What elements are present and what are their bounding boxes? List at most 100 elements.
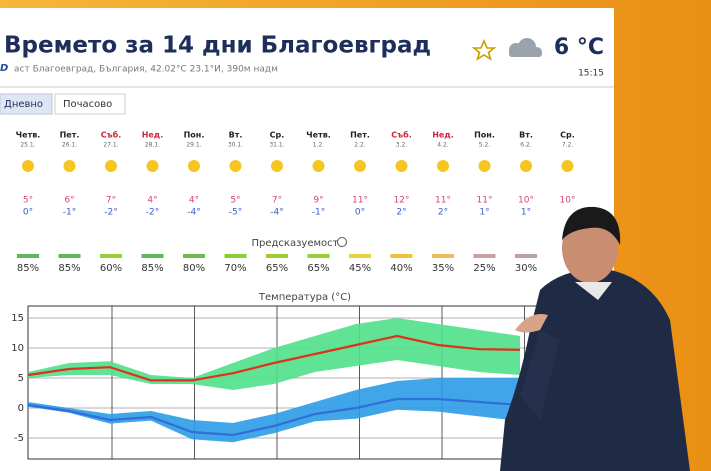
time: 15:15: [578, 69, 604, 79]
predictability-label: Предсказуемост: [252, 238, 339, 249]
predictability-bar: [390, 254, 413, 258]
presenter-part: [520, 330, 560, 420]
presenter: [500, 206, 690, 471]
weather-icon: [520, 160, 532, 172]
weather-icon: [354, 160, 366, 172]
day-date: 28.1.: [145, 142, 160, 149]
predictability-value: 45%: [349, 263, 371, 274]
day-name: Пон.: [474, 131, 495, 140]
max-temp: 11°: [435, 196, 451, 206]
y-tick-label: 15: [11, 313, 24, 324]
favorite-star[interactable]: [471, 38, 497, 61]
predictability-bar: [183, 254, 205, 258]
min-temp: 1°: [521, 208, 531, 218]
min-temp: 0°: [23, 208, 33, 218]
predictability-value: 80%: [183, 263, 205, 274]
chart-title: Температура (°С): [258, 292, 351, 303]
temp-line: [27, 397, 521, 437]
day-date: 25.1.: [20, 142, 35, 149]
presenter-part: [562, 206, 621, 245]
day-name: Ср.: [270, 131, 285, 140]
min-temp: -4°: [187, 208, 200, 218]
predictability-bar: [58, 254, 81, 258]
tab-label: Почасово: [63, 99, 112, 110]
day-name: Нед.: [142, 131, 164, 140]
day-date: 7.2.: [562, 142, 574, 149]
day-date: 2.2.: [354, 142, 366, 149]
day-date: 3.2.: [396, 142, 408, 149]
max-temp: 10°: [518, 196, 534, 206]
predictability-bar: [100, 254, 122, 258]
min-temp: -2°: [146, 208, 159, 218]
predictability-value: 60%: [100, 263, 122, 274]
max-temp: 7°: [106, 196, 116, 206]
min-temp: 1°: [479, 208, 489, 218]
tab-active[interactable]: [0, 93, 53, 115]
weather-icon: [478, 160, 491, 172]
day-date: 1.2.: [313, 142, 325, 149]
predictability-bar: [432, 254, 454, 258]
predictability-value: 85%: [141, 263, 163, 274]
current-temp: 6 °C: [554, 35, 604, 60]
predictability-value: 40%: [390, 263, 412, 274]
temp-line: [27, 334, 521, 382]
day-date: 26.1.: [62, 142, 77, 149]
max-temp: 7°: [272, 196, 282, 206]
y-tick-label: 10: [11, 343, 24, 354]
presenter-part: [575, 282, 612, 300]
day-date: 5.2.: [479, 142, 491, 149]
day-name: Ср.: [560, 131, 575, 140]
min-temp: -1°: [63, 208, 76, 218]
weather-icon: [229, 160, 242, 172]
day-name: Пет.: [350, 131, 370, 140]
predictability-value: 35%: [432, 263, 454, 274]
min-temp: -5°: [229, 208, 242, 218]
max-temp: 11°: [352, 196, 368, 206]
weather-icon: [437, 160, 449, 172]
divider: [0, 86, 614, 88]
predictability-bar: [224, 254, 247, 258]
location: аст Благоевград, България, 42.02°С 23.1°…: [14, 65, 278, 75]
temp-range: [28, 378, 520, 443]
predictability-bar: [17, 254, 39, 258]
day-name: Четв.: [16, 131, 41, 140]
predictability-value: 30%: [515, 263, 537, 274]
day-name: Съб.: [101, 130, 122, 140]
weather-icon: [395, 160, 408, 172]
day-date: 30.1.: [228, 142, 243, 149]
max-temp: 5°: [230, 196, 240, 206]
max-temp: 6°: [64, 196, 74, 206]
min-temp: 0°: [355, 208, 365, 218]
day-date: 6.2.: [520, 142, 532, 149]
weather-icon: [105, 160, 117, 172]
day-date: 31.1.: [269, 142, 284, 149]
predictability-value: 85%: [58, 263, 80, 274]
day-name: Вт.: [519, 131, 533, 140]
day-date: 4.2.: [437, 142, 449, 149]
predictability-value: 65%: [266, 263, 288, 274]
min-temp: 2°: [396, 208, 406, 218]
predictability-bar: [473, 254, 496, 258]
day-name: Вт.: [229, 131, 243, 140]
y-tick-label: 5: [18, 373, 24, 384]
max-temp: 11°: [477, 196, 493, 206]
presenter-part: [500, 268, 690, 471]
min-temp: -2°: [104, 208, 117, 218]
predictability-bar: [141, 254, 164, 258]
presenter-part: [515, 314, 548, 333]
max-temp: 4°: [189, 196, 199, 206]
page-title: Времето за 14 дни Благоевград: [4, 33, 431, 59]
day-name: Съб.: [391, 130, 412, 140]
min-temp: -1°: [312, 208, 325, 218]
day-date: 27.1.: [103, 142, 118, 149]
predictability-bar: [266, 254, 288, 258]
tab[interactable]: [54, 93, 126, 115]
info-icon[interactable]: [337, 237, 347, 247]
tab-label: Дневно: [4, 99, 43, 110]
predictability-bar: [515, 254, 537, 258]
max-temp: 5°: [23, 196, 33, 206]
day-name: Пон.: [184, 131, 205, 140]
logo: D: [0, 63, 8, 74]
y-tick-label: -5: [14, 433, 24, 444]
